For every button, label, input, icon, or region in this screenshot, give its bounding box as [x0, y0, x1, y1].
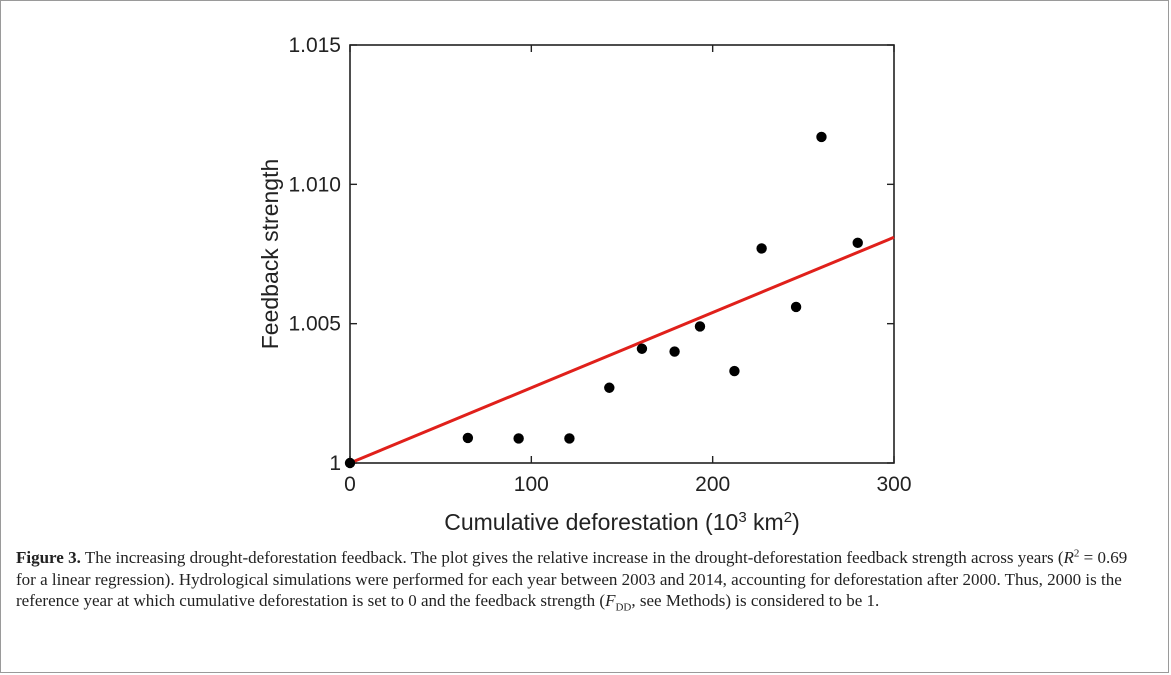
- y-axis-label: Feedback strength: [257, 159, 283, 350]
- caption-tail: , see Methods) is considered to be 1.: [631, 591, 880, 610]
- data-point: [636, 343, 648, 354]
- caption-lead: The increasing drought-deforestation fee…: [84, 548, 1064, 567]
- data-point: [513, 433, 524, 444]
- caption-r-superscript: 2: [1073, 547, 1080, 560]
- caption-r: R: [1063, 548, 1074, 567]
- data-point: [790, 301, 802, 313]
- data-point: [604, 382, 615, 393]
- data-point: [564, 433, 575, 444]
- x-tick-label: 100: [514, 473, 549, 496]
- data-point: [852, 237, 863, 249]
- data-point: [344, 457, 356, 469]
- regression-line: [349, 235, 895, 465]
- x-tick-label: 0: [344, 473, 356, 496]
- x-tick-label: 300: [876, 473, 911, 496]
- scatter-chart: 0 100 200 300 1 1.005 1.010 1.015 Cumulative def…: [257, 34, 912, 536]
- data-point: [756, 243, 767, 254]
- data-point: [694, 321, 706, 332]
- plot-box: [349, 44, 895, 464]
- x-tick-label: 200: [695, 473, 730, 496]
- data-point: [816, 131, 827, 143]
- figure-caption: Figure 3. The increasing drought-defores…: [16, 547, 1151, 614]
- y-tick-label: 1.010: [288, 173, 341, 196]
- y-tick-label: 1.015: [288, 34, 341, 57]
- y-tick-label: 1: [329, 452, 341, 475]
- caption-r2-value: = 0.69 for a linear regression). Hydrolo…: [16, 548, 1128, 610]
- data-point: [669, 346, 680, 357]
- caption-label: Figure 3.: [16, 548, 81, 567]
- y-tick-label: 1.005: [288, 313, 341, 336]
- data-point: [729, 365, 740, 377]
- caption-f-subscript: DD: [615, 601, 632, 614]
- x-axis-label: Cumulative deforestation (103 km2): [444, 509, 799, 536]
- caption-f: F: [605, 591, 616, 610]
- data-point: [462, 432, 474, 444]
